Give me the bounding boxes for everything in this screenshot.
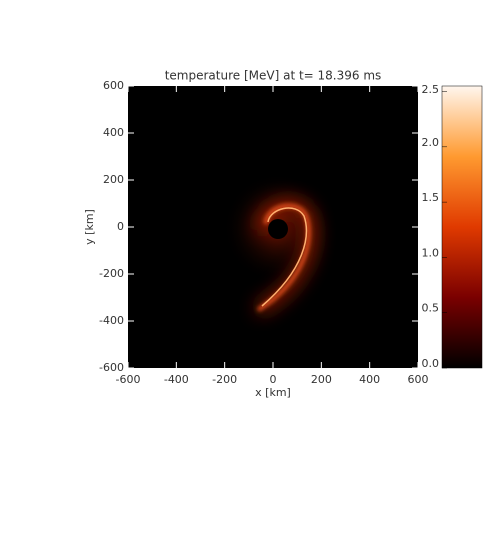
temperature-field bbox=[223, 173, 333, 315]
colorbar-tick-label: 1.5 bbox=[422, 191, 440, 204]
colorbar bbox=[441, 85, 483, 369]
x-tick-label: 200 bbox=[311, 373, 332, 386]
y-tick-label: -200 bbox=[99, 267, 124, 280]
y-tick-label: 200 bbox=[103, 173, 124, 186]
x-tick-label: -400 bbox=[164, 373, 189, 386]
x-tick-label: -600 bbox=[116, 373, 141, 386]
colorbar-tick-label: 2.0 bbox=[422, 136, 440, 149]
y-tick-label: 600 bbox=[103, 79, 124, 92]
x-tick-label: 600 bbox=[408, 373, 429, 386]
x-tick-label: -200 bbox=[212, 373, 237, 386]
colorbar-tick-label: 0.0 bbox=[422, 357, 440, 370]
y-tick-label: 400 bbox=[103, 126, 124, 139]
y-tick-label: 0 bbox=[117, 220, 124, 233]
x-tick-label: 0 bbox=[270, 373, 277, 386]
x-tick-label: 400 bbox=[359, 373, 380, 386]
y-tick-label: -400 bbox=[99, 314, 124, 327]
y-axis-label: y [km] bbox=[83, 209, 96, 245]
colorbar-tick-label: 2.5 bbox=[422, 83, 440, 96]
colorbar-tick-label: 1.0 bbox=[422, 246, 440, 259]
colorbar-tick-label: 0.5 bbox=[422, 302, 440, 315]
y-tick-label: -600 bbox=[99, 361, 124, 374]
x-axis-label: x [km] bbox=[255, 386, 291, 399]
chart-title: temperature [MeV] at t= 18.396 ms bbox=[165, 69, 382, 83]
